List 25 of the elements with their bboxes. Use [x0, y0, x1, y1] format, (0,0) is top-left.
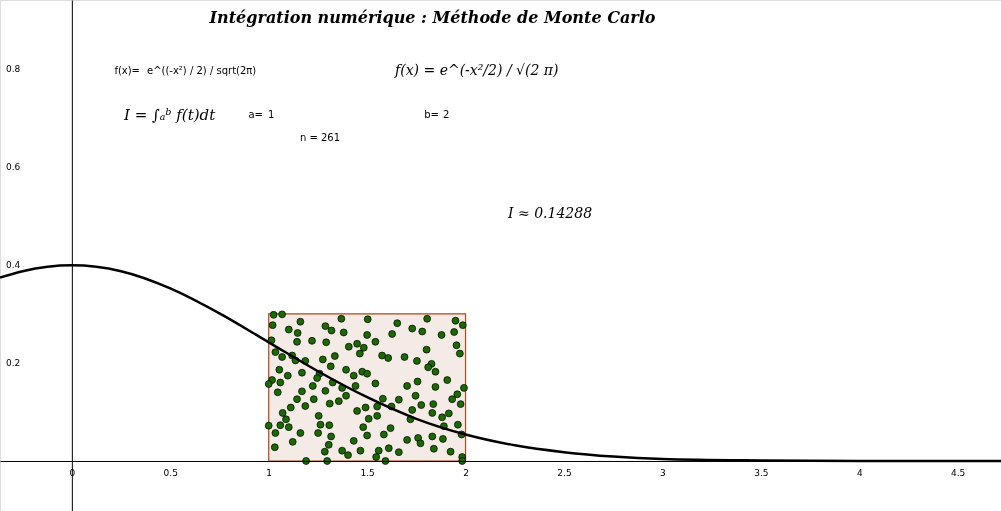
x-tick-label: 1 [266, 468, 273, 479]
annotation: 1 [268, 109, 275, 120]
annotation: a= [248, 109, 263, 120]
x-tick-label: 2 [463, 468, 469, 479]
x-tick-label: 3 [660, 468, 666, 479]
text: Intégration numérique : Méthode de Monte Carlo [208, 8, 656, 27]
y-tick-label: 0.8 [6, 64, 21, 75]
x-tick-label: 4.5 [951, 468, 966, 479]
x-tick-label: 4 [856, 468, 863, 479]
x-tick-label: 0 [69, 468, 76, 479]
annotation: f(x) = e^(-x²/2) / √(2 π) [394, 62, 559, 78]
annotation: I ≈ 0.14288 [507, 205, 593, 221]
x-tick-label: 2.5 [557, 468, 572, 479]
annotation: I = ∫ₐᵇ f(t)dt [123, 106, 217, 124]
x-tick-label: 0.5 [163, 468, 178, 479]
annotation: e^((-x²) / 2) / sqrt(2π) [147, 65, 257, 76]
y-tick-label: 0.2 [6, 358, 21, 369]
x-tick-label: 1.5 [360, 468, 375, 479]
annotation: n = 261 [299, 132, 341, 143]
y-tick-label: 0.4 [6, 260, 21, 271]
annotation: 2 [443, 109, 450, 120]
x-tick-label: 3.5 [754, 468, 769, 479]
annotation: f(x)= [114, 65, 140, 76]
y-tick-label: 0.6 [6, 162, 21, 173]
annotation: b= [424, 109, 439, 120]
